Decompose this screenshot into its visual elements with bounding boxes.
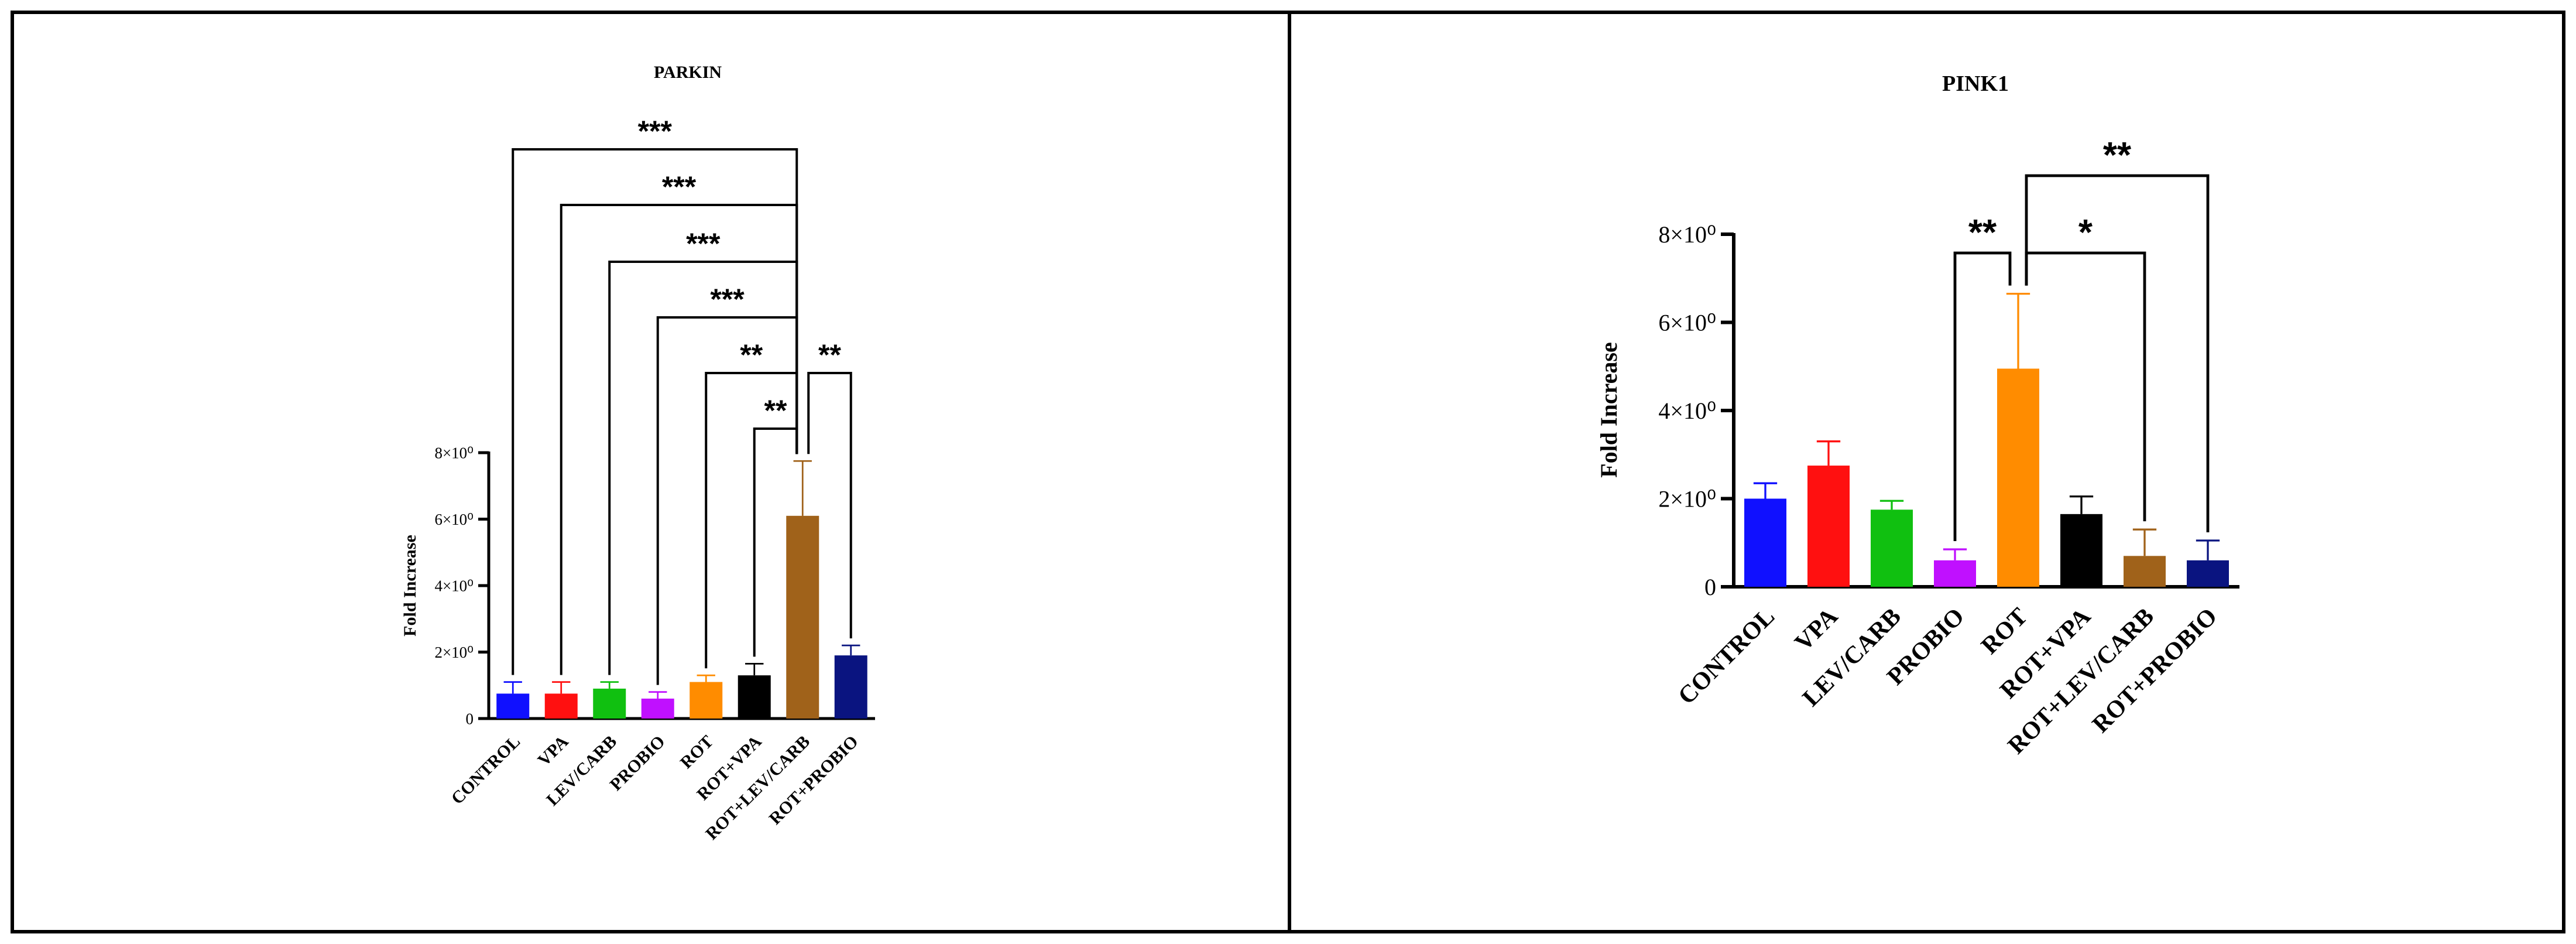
bar: [496, 693, 530, 719]
bar: [1807, 466, 1850, 587]
category-label: CONTROL: [1673, 603, 1780, 710]
significance-label: **: [764, 394, 787, 427]
significance-bracket: [2025, 251, 2146, 522]
bar: [2060, 514, 2102, 587]
y-tick-label: 8×10⁰: [1658, 221, 1716, 248]
significance-bracket: [705, 372, 798, 669]
significance-label: **: [1968, 213, 1997, 253]
significance-bracket: [753, 427, 798, 657]
y-tick-label: 4×10⁰: [1658, 398, 1716, 424]
bar: [1744, 498, 1786, 587]
significance-bracket: [2025, 174, 2210, 532]
y-axis-label: Fold Increase: [1596, 342, 1622, 477]
bar: [834, 655, 867, 719]
significance-label: **: [2103, 135, 2132, 176]
bar: [738, 675, 771, 719]
category-label: VPA: [1790, 603, 1844, 656]
category-label: ROT: [677, 732, 717, 772]
bar: [593, 688, 626, 719]
pink1-chart: PINK1 Fold Increase 0 2×10⁰ 4×10⁰ 6×10⁰ 8×10⁰ C…: [1596, 71, 2239, 760]
y-tick-label: 6×10⁰: [1658, 310, 1716, 336]
category-label: CONTROL: [448, 732, 524, 809]
bar: [786, 515, 819, 719]
y-tick-label: 6×10⁰: [434, 511, 474, 528]
significance-label: ***: [710, 283, 745, 316]
chart-title: PARKIN: [654, 63, 722, 82]
y-tick-label: 0: [1704, 574, 1716, 600]
bar: [544, 693, 578, 719]
parkin-chart: PARKIN Fold Increase 0 2×10⁰ 4×10⁰ 6×10⁰ 8×10⁰…: [400, 63, 875, 844]
bar: [2187, 560, 2229, 587]
y-tick-label: 2×10⁰: [1658, 486, 1716, 512]
significance-label: ***: [638, 115, 673, 148]
bar: [690, 682, 723, 719]
significance-bracket: [560, 204, 798, 675]
significance-label: **: [740, 338, 763, 371]
significance-label: **: [818, 338, 841, 371]
y-tick-label: 2×10⁰: [434, 644, 474, 661]
y-tick-label: 8×10⁰: [434, 444, 474, 461]
category-label: VPA: [534, 731, 572, 770]
y-tick-label: 0: [466, 710, 474, 727]
category-label: ROT+PROBIO: [766, 732, 862, 829]
chart-title: PINK1: [1942, 71, 2009, 96]
y-axis-label: Fold Increase: [400, 535, 420, 637]
y-tick-label: 4×10⁰: [434, 577, 474, 594]
significance-bracket: [608, 261, 798, 675]
significance-bracket: [807, 372, 852, 639]
significance-label: ***: [686, 227, 721, 260]
bar: [2124, 556, 2166, 587]
bar: [1934, 560, 1976, 587]
significance-bracket: [1953, 251, 2012, 542]
bar: [1997, 368, 2039, 587]
significance-label: *: [2078, 213, 2093, 253]
bar: [1871, 509, 1913, 587]
bar: [641, 698, 674, 719]
category-label: ROT: [1976, 603, 2033, 660]
significance-label: ***: [662, 170, 697, 203]
right-panel-frame: [1288, 11, 2565, 933]
